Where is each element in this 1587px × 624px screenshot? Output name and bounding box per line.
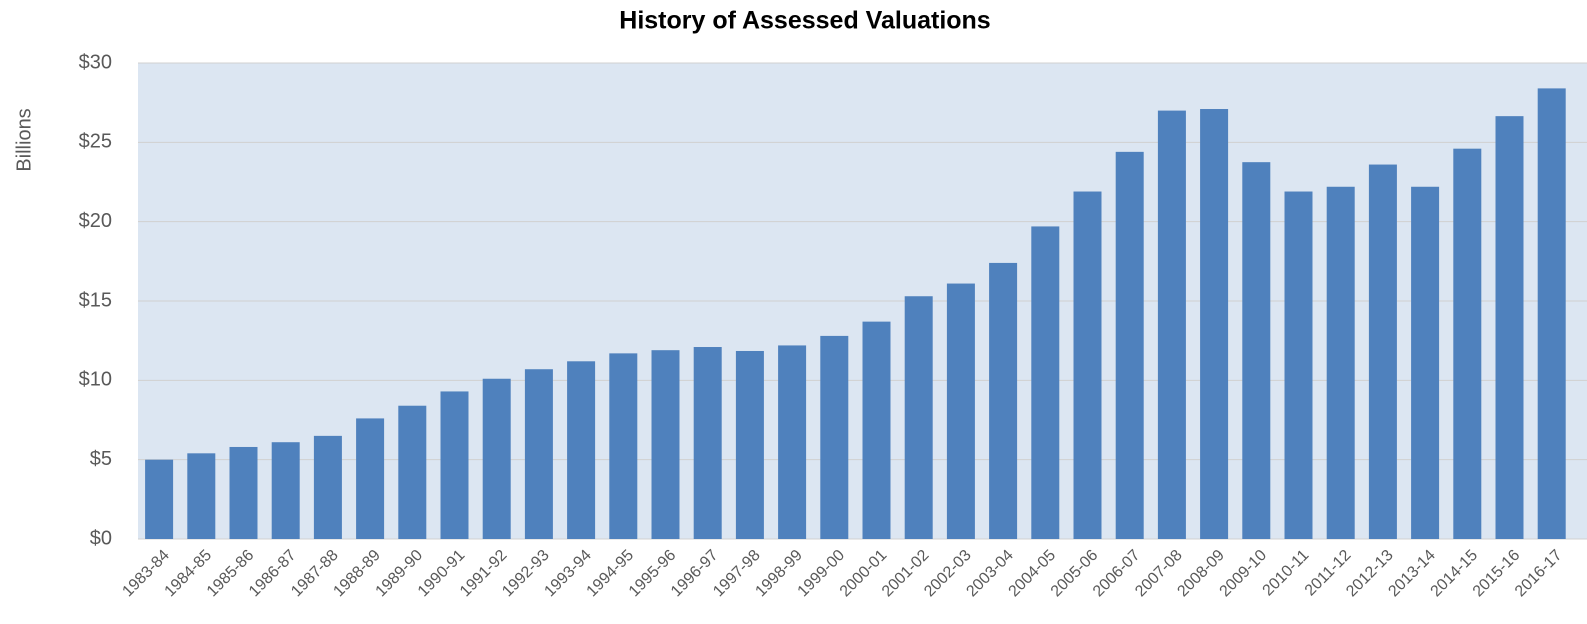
bar bbox=[693, 347, 722, 539]
bar bbox=[524, 369, 553, 539]
bar bbox=[1326, 186, 1355, 539]
bar bbox=[1495, 116, 1524, 540]
y-tick-label: $10 bbox=[79, 369, 112, 391]
y-tick-label: $15 bbox=[79, 289, 112, 311]
bar bbox=[1537, 88, 1566, 540]
bar bbox=[1073, 191, 1102, 539]
bar bbox=[1115, 151, 1144, 539]
bar bbox=[651, 350, 680, 539]
y-tick-label: $20 bbox=[79, 210, 112, 232]
bar bbox=[482, 378, 511, 539]
bar bbox=[820, 335, 849, 539]
bar bbox=[904, 296, 933, 539]
bar bbox=[356, 418, 385, 539]
bar bbox=[187, 453, 216, 539]
x-tick-label: 2009-10 bbox=[1217, 547, 1271, 601]
bar bbox=[1242, 162, 1271, 539]
bar bbox=[735, 350, 764, 539]
bar bbox=[229, 446, 258, 539]
x-tick-label: 2010-11 bbox=[1260, 547, 1313, 600]
x-tick-label: 2016-17 bbox=[1512, 547, 1566, 601]
bar bbox=[989, 262, 1018, 539]
bar bbox=[1411, 186, 1440, 539]
bar bbox=[313, 435, 342, 539]
y-tick-label: $0 bbox=[90, 527, 112, 549]
bar bbox=[271, 442, 300, 539]
y-tick-label: $30 bbox=[79, 51, 112, 73]
bar bbox=[1031, 226, 1060, 539]
y-tick-label: $5 bbox=[90, 448, 112, 470]
bar bbox=[778, 345, 807, 539]
bar bbox=[1157, 110, 1186, 539]
y-axis-label: Billions bbox=[13, 108, 35, 171]
bar bbox=[145, 459, 174, 539]
bar bbox=[1200, 109, 1229, 539]
bar bbox=[862, 321, 891, 539]
y-tick-label: $25 bbox=[79, 131, 112, 153]
bar bbox=[1453, 148, 1482, 539]
bar bbox=[440, 391, 469, 539]
bar bbox=[946, 283, 975, 539]
bar bbox=[567, 361, 596, 539]
chart-title: History of Assessed Valuations bbox=[619, 7, 990, 35]
bar bbox=[398, 405, 427, 539]
bar bbox=[1284, 191, 1313, 539]
bar bbox=[1368, 164, 1397, 539]
bar bbox=[609, 353, 638, 539]
